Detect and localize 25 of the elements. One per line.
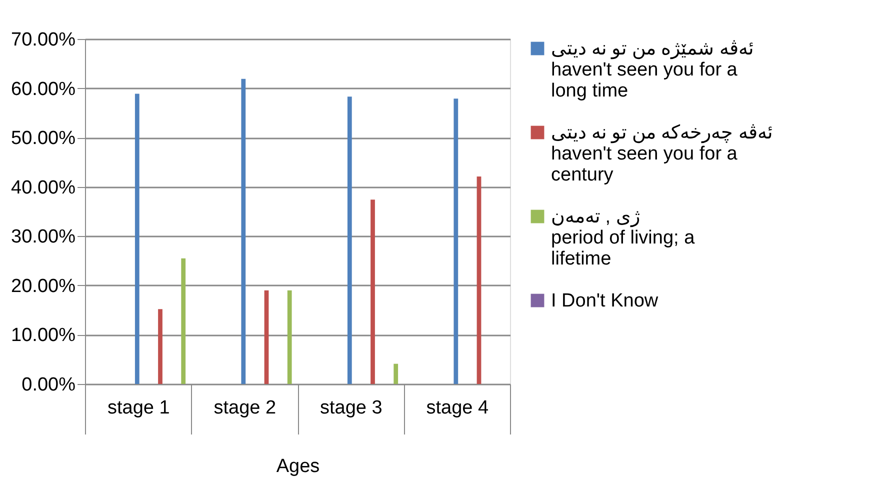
bar [241,78,246,384]
legend-label: I Don't Know [551,290,658,312]
x-tick-label: stage 3 [320,398,382,418]
x-axis-title: Ages [276,456,320,477]
y-tick-label: 0.00% [22,374,76,396]
bar [264,290,269,384]
bar [134,94,140,384]
y-tick-label: 70.00% [11,30,76,50]
y-tick-label: 50.00% [11,128,76,150]
bar [181,258,186,384]
y-tick-label: 10.00% [11,325,76,346]
bar [347,96,352,384]
y-tick-label: 40.00% [11,177,76,198]
x-tick-label: stage 1 [107,398,170,418]
x-tick-label: stage 4 [426,398,489,418]
bar [370,200,375,384]
bar [287,290,292,384]
bar [158,309,162,384]
bar [394,364,398,384]
y-tick-label: 60.00% [11,78,76,100]
bar [476,176,482,384]
x-tick-label: stage 2 [214,398,276,418]
y-tick-label: 30.00% [11,226,76,248]
bar [454,98,458,384]
y-tick-label: 20.00% [11,276,76,297]
